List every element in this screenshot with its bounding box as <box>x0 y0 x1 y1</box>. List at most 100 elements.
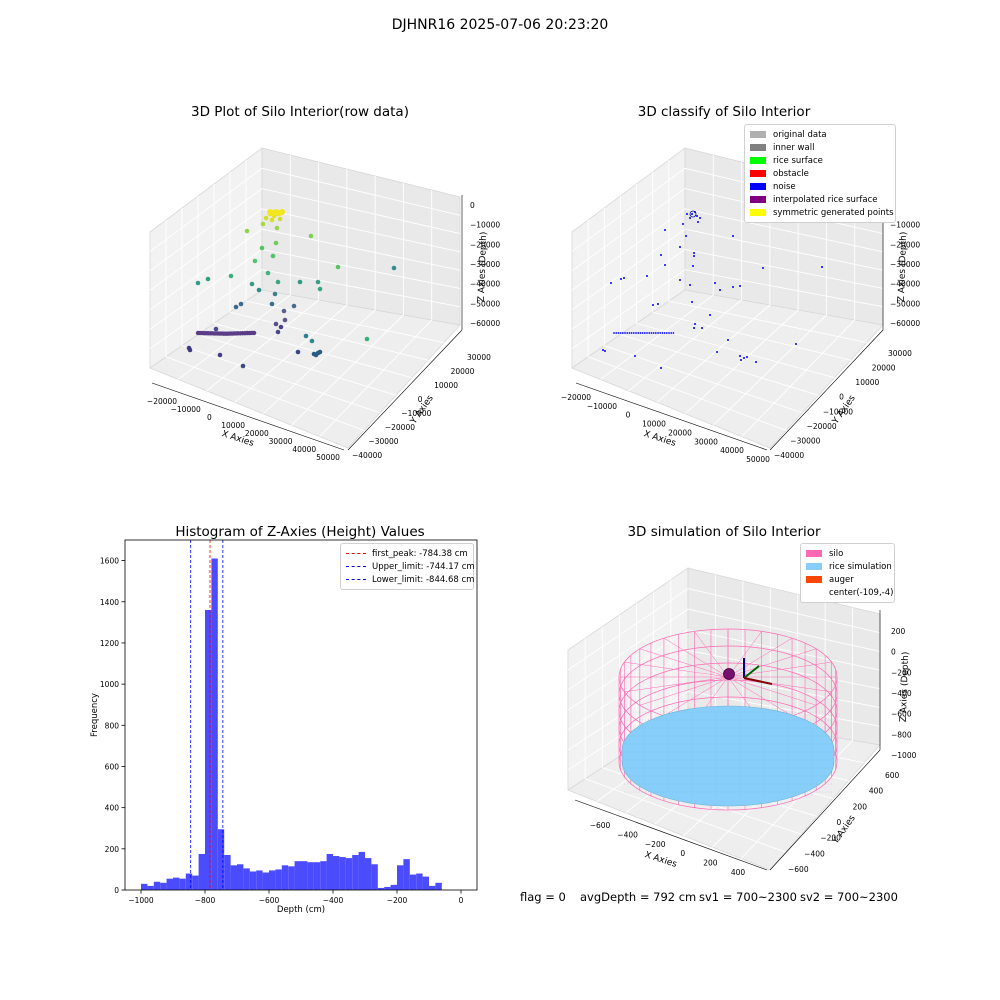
silo-roof-line <box>727 637 793 678</box>
silo-roof-line <box>663 676 729 717</box>
sim-grid-line <box>584 638 786 853</box>
raw-grid-line <box>181 208 381 414</box>
sim-x-tick-label: 400 <box>731 868 746 877</box>
raw-point <box>291 303 297 309</box>
classify-point <box>679 246 681 248</box>
histogram-bar <box>377 887 385 890</box>
legend-entry: noise <box>750 180 890 193</box>
sim-y-axis-line <box>769 749 881 871</box>
sim-y-tick-label: −200 <box>820 834 841 843</box>
sim-y-tick-label: −600 <box>788 865 809 874</box>
raw-point <box>240 363 246 369</box>
legend-line <box>346 566 366 567</box>
legend-label: symmetric generated points <box>773 207 894 218</box>
classify-point <box>693 252 695 254</box>
histogram-bar <box>153 881 161 890</box>
histogram-bar <box>185 873 193 890</box>
classify-point <box>660 254 662 256</box>
classify-point <box>663 332 666 334</box>
raw-point <box>205 276 211 282</box>
legend-label: original data <box>773 129 827 140</box>
legend-swatch <box>750 131 766 138</box>
classify-point <box>637 332 640 334</box>
raw-z-tick-label: 0 <box>470 201 475 210</box>
classify-point <box>657 332 659 334</box>
raw-point <box>263 215 269 221</box>
classify-point <box>691 213 693 215</box>
histogram-bar <box>371 864 378 890</box>
histogram-bar <box>192 875 199 890</box>
histogram-bar <box>249 871 257 890</box>
classify-point <box>821 266 823 268</box>
classify-point <box>670 332 673 334</box>
classify-point <box>659 332 662 334</box>
histogram-bar <box>397 865 404 890</box>
histogram-bar <box>237 864 244 890</box>
legend-entry: rice surface <box>750 154 890 167</box>
legend-swatch <box>750 144 766 151</box>
classify-z-tick-label: −40000 <box>890 280 920 289</box>
classify-point <box>635 332 637 334</box>
raw-point <box>238 301 244 307</box>
histogram-bar <box>320 861 327 890</box>
classify-point <box>665 332 668 334</box>
classify-point <box>610 282 612 284</box>
sim-x-tick-label: −200 <box>645 840 666 849</box>
raw-point <box>251 330 257 336</box>
sim-x-tick-label: 200 <box>703 859 718 868</box>
histogram-bar <box>365 858 372 890</box>
raw-y-tick-label: 30000 <box>467 353 491 362</box>
raw-points <box>186 209 397 369</box>
x-tick-label: −600 <box>259 896 280 905</box>
raw-point <box>311 351 317 357</box>
raw-z-tick-label: −50000 <box>470 299 500 308</box>
classify-x-tick-label: 20000 <box>668 428 692 437</box>
raw-point <box>249 281 255 287</box>
histogram-bar <box>301 861 308 890</box>
legend-swatch <box>806 576 822 583</box>
classify-point <box>643 332 646 334</box>
raw-point <box>272 291 278 297</box>
classify-point <box>630 332 633 334</box>
legend-label: center(-109,-4) <box>829 587 894 598</box>
raw-point <box>260 221 266 227</box>
legend-entry: interpolated rice surface <box>750 193 890 206</box>
legend-line <box>346 579 366 580</box>
raw-grid-line <box>206 162 320 392</box>
sim-z-tick-label: 200 <box>891 627 906 636</box>
classify-y-tick-label: −30000 <box>790 436 820 445</box>
auger <box>723 658 773 685</box>
classify-point <box>624 332 626 334</box>
raw-point <box>308 233 314 239</box>
histogram-bars <box>141 558 442 890</box>
sim-x-tick-label: −400 <box>617 830 638 839</box>
histogram-bar <box>294 861 301 890</box>
classify-z-tick-label: −20000 <box>890 240 920 249</box>
classify-y-tick-label: 20000 <box>872 364 896 373</box>
legend-entry: symmetric generated points <box>750 206 894 219</box>
histogram-bar <box>313 862 321 890</box>
sim-y-tick-label: −400 <box>804 849 825 858</box>
silo-roof-line <box>639 676 729 706</box>
legend-label: silo <box>829 548 844 559</box>
raw-point <box>273 321 279 327</box>
raw-point <box>259 245 265 251</box>
legend-swatch <box>750 157 766 164</box>
sim-z-axis-label: Z Axies (Depth) <box>899 652 911 723</box>
classify-point <box>634 355 636 357</box>
classify-point <box>646 332 648 334</box>
classify-point <box>615 332 618 334</box>
raw-point <box>275 279 281 285</box>
classify-y-axis-line <box>769 329 884 451</box>
raw-x-tick-label: 30000 <box>269 437 293 446</box>
raw-point <box>315 279 321 285</box>
legend-label: inner wall <box>773 142 815 153</box>
histogram-bar <box>211 558 218 890</box>
histogram-bar <box>429 885 436 890</box>
histogram-bar <box>160 882 167 890</box>
raw-grid-line <box>229 172 429 361</box>
legend-label: first_peak: -784.38 cm <box>372 548 468 559</box>
raw-grid-line <box>149 208 461 291</box>
